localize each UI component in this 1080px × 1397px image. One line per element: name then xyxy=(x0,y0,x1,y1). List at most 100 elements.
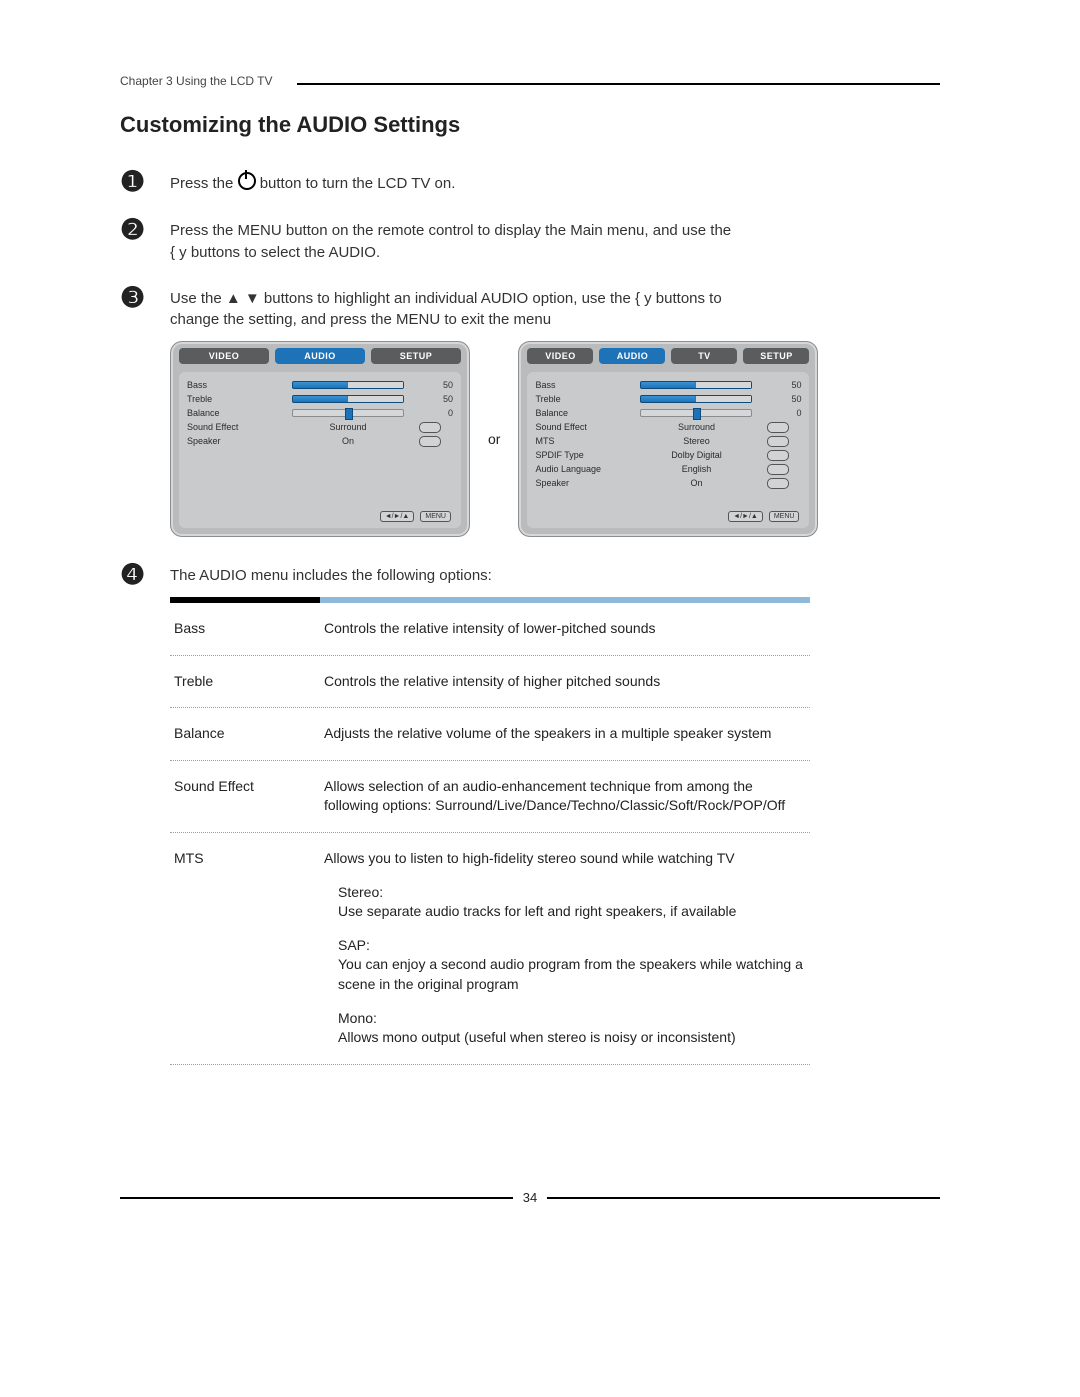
arrows-icon[interactable] xyxy=(767,436,789,447)
option-name: Bass xyxy=(174,619,324,639)
osd-option-value: 50 xyxy=(767,380,801,390)
osd-option-row: SPDIF TypeDolby Digital xyxy=(535,448,801,462)
osd-tab[interactable]: VIDEO xyxy=(179,348,269,364)
step-3: ❸ Use the ▲ ▼ buttons to highlight an in… xyxy=(120,284,940,332)
page-number: 34 xyxy=(513,1190,547,1205)
osd-option-label: Balance xyxy=(187,408,277,418)
step-body: The AUDIO menu includes the following op… xyxy=(170,561,940,587)
osd-option-value xyxy=(767,450,801,461)
step-body: Press the button to turn the LCD TV on. xyxy=(170,168,940,195)
arrows-icon[interactable] xyxy=(767,478,789,489)
osd-tab[interactable]: VIDEO xyxy=(527,348,593,364)
step-number: ❸ xyxy=(120,284,170,312)
step3-line1: Use the ▲ ▼ buttons to highlight an indi… xyxy=(170,288,940,310)
step-number: ❹ xyxy=(120,561,170,589)
osd-foot-chip: ◄/►/▲ xyxy=(728,511,763,522)
osd-option-control[interactable] xyxy=(625,409,767,417)
osd-option-value xyxy=(767,478,801,489)
option-desc: Controls the relative intensity of highe… xyxy=(324,672,806,692)
osd-option-label: Treble xyxy=(535,394,625,404)
option-row: TrebleControls the relative intensity of… xyxy=(170,656,810,709)
osd-option-control[interactable]: On xyxy=(625,478,767,488)
osd-option-row: Treble 50 xyxy=(535,392,801,406)
osd-tab[interactable]: TV xyxy=(671,348,737,364)
osd-foot-chip: MENU xyxy=(420,511,451,522)
option-subitem: Stereo:Use separate audio tracks for lef… xyxy=(324,883,806,922)
arrows-icon[interactable] xyxy=(767,464,789,475)
step-body: Use the ▲ ▼ buttons to highlight an indi… xyxy=(170,284,940,332)
osd-option-row: Balance0 xyxy=(535,406,801,420)
power-icon xyxy=(238,172,256,190)
arrows-icon[interactable] xyxy=(419,436,441,447)
osd-option-row: Sound EffectSurround xyxy=(187,420,453,434)
osd-option-value xyxy=(767,422,801,433)
osd-option-row: Balance 0 xyxy=(187,406,453,420)
step-number: ❶ xyxy=(120,168,170,196)
step-body: Press the MENU button on the remote cont… xyxy=(170,216,940,264)
osd-option-control[interactable] xyxy=(277,409,419,417)
osd-option-row: Treble50 xyxy=(187,392,453,406)
osd-option-row: Bass 50 xyxy=(187,378,453,392)
osd-option-control[interactable]: Surround xyxy=(277,422,419,432)
osd-foot-chip: MENU xyxy=(769,511,800,522)
option-desc: Adjusts the relative volume of the speak… xyxy=(324,724,806,744)
options-table: BassControls the relative intensity of l… xyxy=(170,597,810,1065)
osd-option-row: SpeakerOn xyxy=(535,476,801,490)
osd-option-value xyxy=(767,436,801,447)
osd-option-label: Sound Effect xyxy=(535,422,625,432)
osd-option-label: SPDIF Type xyxy=(535,450,625,460)
option-row: MTSAllows you to listen to high-fidelity… xyxy=(170,833,810,1065)
arrows-icon[interactable] xyxy=(767,450,789,461)
osd-option-label: MTS xyxy=(535,436,625,446)
osd-tab[interactable]: AUDIO xyxy=(275,348,365,364)
osd-option-row: Sound EffectSurround xyxy=(535,420,801,434)
arrows-icon[interactable] xyxy=(767,422,789,433)
osd-panels-row: VIDEO AUDIO SETUP Bass 50 Treble 50 Balance 0 Sou… xyxy=(170,341,940,537)
osd-option-value xyxy=(419,436,453,447)
osd-option-control[interactable]: English xyxy=(625,464,767,474)
osd-option-control[interactable]: Dolby Digital xyxy=(625,450,767,460)
osd-option-value: 50 xyxy=(767,394,801,404)
osd-option-label: Speaker xyxy=(187,436,277,446)
option-subitem: SAP:You can enjoy a second audio program… xyxy=(324,936,806,995)
option-row: Sound EffectAllows selection of an audio… xyxy=(170,761,810,833)
osd-option-control[interactable] xyxy=(277,395,419,403)
osd-option-control[interactable]: On xyxy=(277,436,419,446)
osd-option-value: 0 xyxy=(419,408,453,418)
osd-option-label: Treble xyxy=(187,394,277,404)
step-4: ❹ The AUDIO menu includes the following … xyxy=(120,561,940,589)
osd-option-control[interactable] xyxy=(625,381,767,389)
osd-option-control[interactable]: Surround xyxy=(625,422,767,432)
osd-option-label: Bass xyxy=(535,380,625,390)
osd-option-control[interactable] xyxy=(277,381,419,389)
osd-tab[interactable]: SETUP xyxy=(743,348,809,364)
osd-option-control[interactable] xyxy=(625,395,767,403)
step-1: ❶ Press the button to turn the LCD TV on… xyxy=(120,168,940,196)
osd-option-control[interactable]: Stereo xyxy=(625,436,767,446)
osd-option-value xyxy=(419,422,453,433)
step4-intro: The AUDIO menu includes the following op… xyxy=(170,565,940,587)
step2-line2: { y buttons to select the AUDIO. xyxy=(170,242,940,264)
osd-panel-left: VIDEO AUDIO SETUP Bass 50 Treble50 Balance 0 Sou… xyxy=(170,341,470,537)
section-title: Customizing the AUDIO Settings xyxy=(120,112,940,138)
step3-line2: change the setting, and press the MENU t… xyxy=(170,309,940,331)
osd-option-value: 50 xyxy=(419,380,453,390)
step-2: ❷ Press the MENU button on the remote co… xyxy=(120,216,940,264)
page-footer: 34 xyxy=(120,1190,940,1205)
osd-tab[interactable]: AUDIO xyxy=(599,348,665,364)
step-number: ❷ xyxy=(120,216,170,244)
page-header: Chapter 3 Using the LCD TV xyxy=(120,74,940,88)
steps-list: ❶ Press the button to turn the LCD TV on… xyxy=(120,168,940,1065)
osd-option-row: SpeakerOn xyxy=(187,434,453,448)
osd-tab[interactable]: SETUP xyxy=(371,348,461,364)
osd-option-value xyxy=(767,464,801,475)
table-top-border xyxy=(170,597,810,603)
osd-or-label: or xyxy=(488,431,500,447)
option-subitem: Mono:Allows mono output (useful when ste… xyxy=(324,1009,806,1048)
osd-option-label: Sound Effect xyxy=(187,422,277,432)
option-name: Treble xyxy=(174,672,324,692)
arrows-icon[interactable] xyxy=(419,422,441,433)
option-name: Sound Effect xyxy=(174,777,324,816)
option-name: Balance xyxy=(174,724,324,744)
osd-option-label: Bass xyxy=(187,380,277,390)
